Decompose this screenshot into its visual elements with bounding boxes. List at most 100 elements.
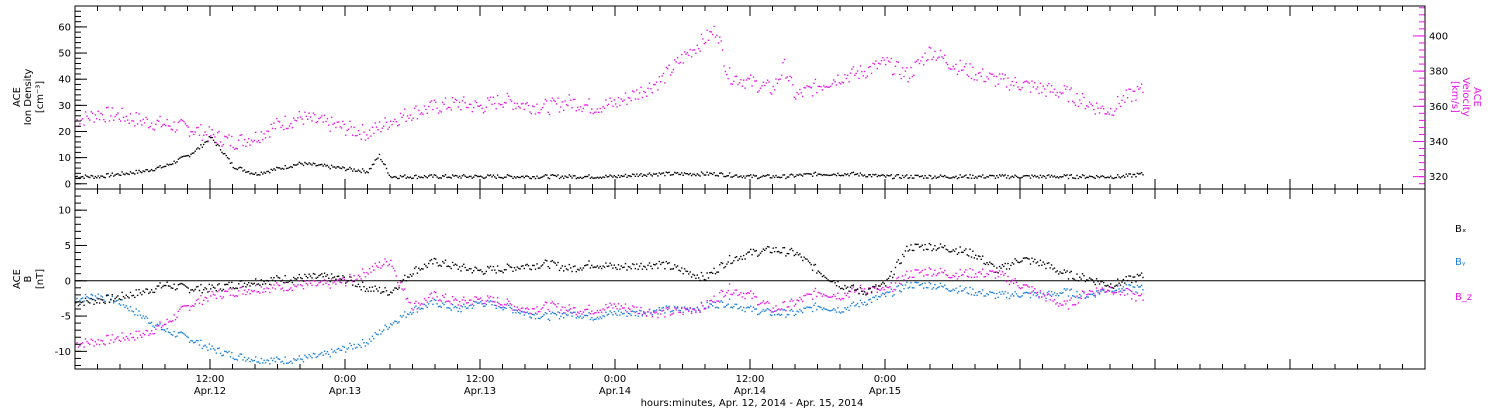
bz-point (802, 300, 804, 303)
bz-point (84, 338, 87, 340)
bx-point (516, 266, 518, 268)
bz-point (231, 288, 233, 290)
bx-point (904, 250, 907, 252)
bz-point (378, 261, 381, 263)
bz-point (820, 293, 822, 295)
by-point (529, 316, 531, 318)
bz-point (993, 271, 995, 273)
bx-point (930, 244, 932, 246)
density-point (107, 172, 109, 175)
by-point (809, 306, 811, 309)
bx-point (629, 266, 631, 268)
by-point (411, 313, 413, 315)
velocity-point (534, 113, 537, 115)
density-point (197, 147, 199, 149)
b-tick-label: -10 (55, 347, 71, 358)
bz-point (513, 305, 516, 308)
density-point (773, 176, 776, 179)
bz-point (827, 296, 829, 298)
bx-point (411, 275, 413, 277)
bx-point (837, 280, 839, 283)
bz-point (163, 323, 165, 326)
bz-point (519, 309, 521, 312)
by-point (273, 357, 275, 360)
by-point (634, 314, 637, 317)
by-point (136, 314, 139, 316)
velocity-point (456, 99, 458, 102)
bx-point (183, 284, 185, 286)
velocity-point (1062, 92, 1064, 94)
by-point (364, 345, 367, 347)
velocity-point (398, 124, 400, 126)
by-point (827, 309, 829, 311)
velocity-point (844, 74, 846, 76)
bz-point (1086, 294, 1088, 296)
by-point (678, 309, 680, 312)
bz-point (502, 306, 504, 308)
density-point (613, 175, 615, 177)
density-point (1035, 176, 1037, 178)
by-point (361, 339, 364, 341)
density-point (218, 145, 220, 147)
bx-point (489, 265, 492, 268)
bx-point (108, 301, 111, 303)
bz-point (1110, 286, 1112, 288)
density-point (288, 166, 291, 169)
date-tick-label: Apr.14 (599, 386, 631, 397)
by-point (1069, 289, 1071, 291)
by-point (679, 309, 682, 312)
density-point (436, 176, 438, 178)
velocity-point (1004, 74, 1006, 76)
by-point (252, 360, 254, 362)
bz-point (928, 267, 930, 269)
velocity-point (797, 93, 800, 95)
density-point (743, 175, 745, 177)
velocity-point (139, 120, 142, 122)
by-point (1076, 290, 1078, 293)
bx-point (797, 254, 800, 256)
density-point (323, 163, 326, 166)
by-point (94, 295, 97, 297)
velocity-point (423, 105, 426, 107)
density-point (1090, 175, 1092, 178)
density-point (322, 165, 324, 167)
density-point (923, 177, 925, 179)
velocity-point (485, 106, 487, 108)
by-point (1072, 295, 1074, 297)
velocity-point (316, 120, 319, 123)
bx-point (1045, 267, 1047, 270)
bx-point (969, 248, 971, 250)
bz-point (938, 272, 940, 274)
density-point (340, 167, 343, 170)
bz-point (1067, 308, 1070, 310)
velocity-point (1124, 101, 1126, 103)
bz-point (179, 308, 181, 310)
by-point (1053, 292, 1056, 294)
density-point (401, 176, 403, 178)
density-point (990, 174, 992, 177)
velocity-point (572, 98, 575, 101)
bx-point (428, 262, 430, 265)
density-point (1074, 177, 1077, 180)
density-point (596, 176, 599, 178)
bx-point (682, 273, 684, 275)
bx-point (485, 270, 487, 273)
density-point (167, 164, 170, 166)
density-point (768, 174, 770, 176)
bx-point (211, 284, 213, 286)
bz-point (342, 277, 344, 279)
bz-point (541, 307, 544, 309)
velocity-point (270, 123, 272, 126)
density-point (917, 174, 919, 177)
density-point (650, 174, 652, 176)
density-point (518, 176, 520, 179)
bx-point (882, 281, 884, 284)
bx-point (1131, 281, 1133, 284)
velocity-point (627, 96, 630, 99)
velocity-point (1131, 100, 1133, 103)
by-point (1062, 292, 1064, 294)
bx-point (804, 258, 807, 260)
by-point (882, 292, 884, 294)
bz-point (638, 309, 641, 312)
bx-point (280, 280, 282, 282)
